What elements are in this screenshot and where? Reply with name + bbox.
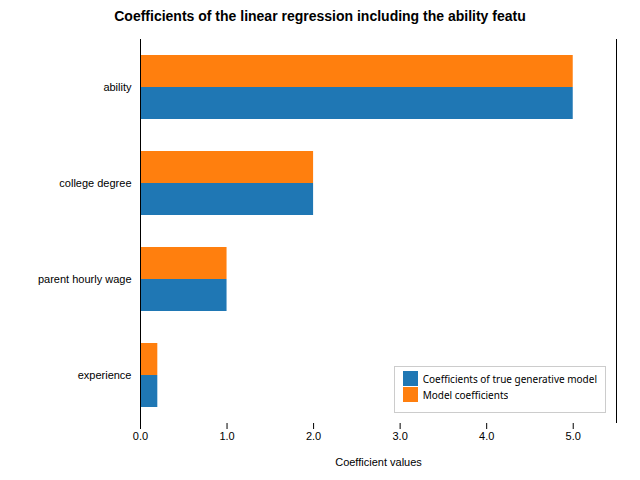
- svg-text:2.0: 2.0: [306, 430, 321, 442]
- svg-text:1.0: 1.0: [219, 430, 234, 442]
- html-text:Coefficients of true generativ: Coefficients of true generative model: [422, 371, 597, 386]
- html-text:Coefficients of the linear reg: Coefficients of the linear regression in…: [114, 8, 526, 24]
- svg-text:college degree: college degree: [59, 177, 131, 189]
- svg-text:ability: ability: [103, 81, 132, 93]
- svg-text:Coefficient values: Coefficient values: [335, 456, 422, 468]
- svg-text:0.0: 0.0: [133, 430, 148, 442]
- svg-text:experience: experience: [78, 369, 132, 381]
- svg-text:4.0: 4.0: [479, 430, 494, 442]
- svg-text:parent hourly wage: parent hourly wage: [38, 273, 132, 285]
- html-text:Model coefficients: Model coefficients: [422, 387, 509, 402]
- svg-text:5.0: 5.0: [566, 430, 581, 442]
- svg-text:3.0: 3.0: [392, 430, 407, 442]
